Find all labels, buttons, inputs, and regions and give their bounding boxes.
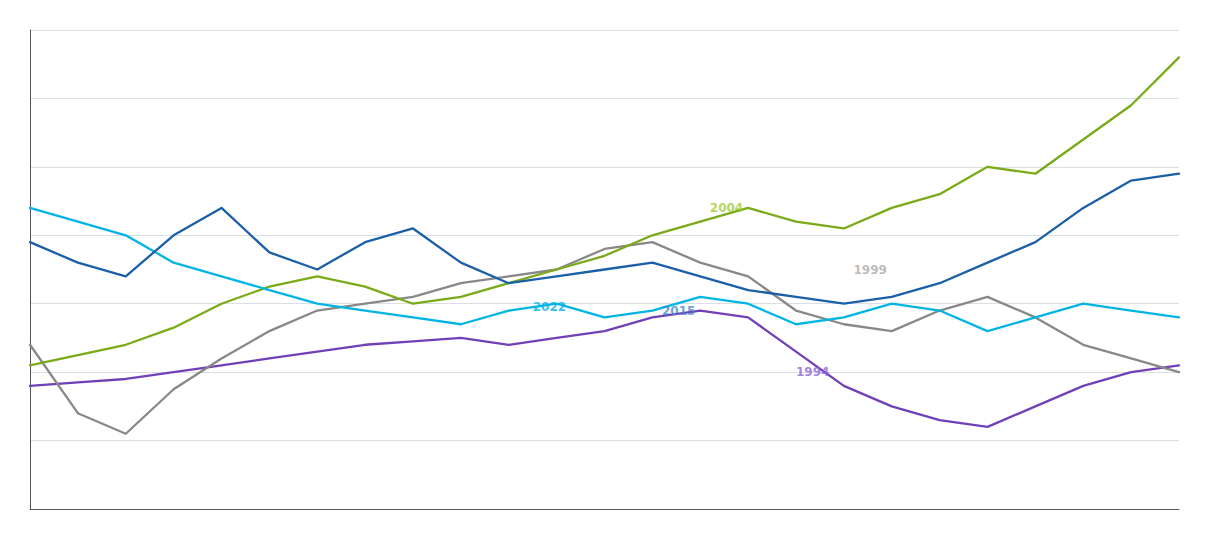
svg-text:2015: 2015 xyxy=(662,304,695,318)
svg-text:1994: 1994 xyxy=(796,365,829,379)
svg-text:1999: 1999 xyxy=(853,263,886,277)
svg-text:2004: 2004 xyxy=(710,201,743,215)
svg-text:2022: 2022 xyxy=(533,300,566,314)
